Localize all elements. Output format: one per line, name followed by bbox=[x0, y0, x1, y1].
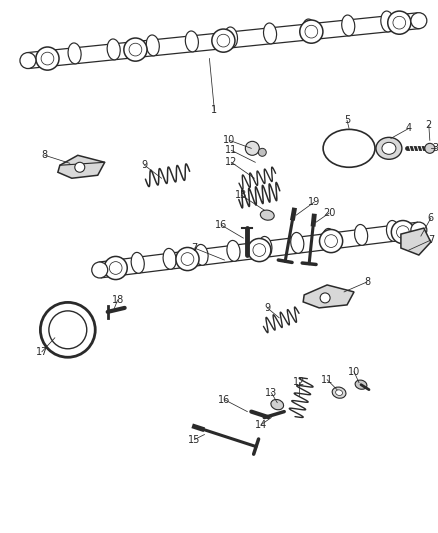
Text: 19: 19 bbox=[308, 197, 320, 207]
Circle shape bbox=[41, 52, 54, 65]
Text: 4: 4 bbox=[406, 123, 412, 133]
Ellipse shape bbox=[342, 15, 355, 36]
Text: 16: 16 bbox=[215, 220, 227, 230]
Circle shape bbox=[300, 20, 323, 43]
Ellipse shape bbox=[49, 311, 87, 349]
Text: 11: 11 bbox=[225, 146, 237, 155]
Text: 8: 8 bbox=[364, 277, 370, 287]
Circle shape bbox=[320, 230, 343, 253]
Polygon shape bbox=[303, 285, 354, 308]
Text: 1: 1 bbox=[212, 106, 218, 116]
Circle shape bbox=[258, 148, 266, 156]
Circle shape bbox=[391, 221, 414, 244]
Circle shape bbox=[248, 238, 271, 262]
Text: 11: 11 bbox=[321, 375, 333, 385]
Circle shape bbox=[305, 25, 318, 38]
Circle shape bbox=[396, 226, 409, 238]
Text: 14: 14 bbox=[255, 419, 268, 430]
Text: 7: 7 bbox=[191, 243, 198, 253]
Circle shape bbox=[217, 34, 230, 47]
Ellipse shape bbox=[381, 11, 394, 32]
Ellipse shape bbox=[224, 27, 237, 48]
Ellipse shape bbox=[425, 143, 435, 154]
Ellipse shape bbox=[382, 142, 396, 155]
Ellipse shape bbox=[271, 399, 283, 410]
Circle shape bbox=[129, 43, 142, 56]
Circle shape bbox=[181, 253, 194, 265]
Ellipse shape bbox=[354, 224, 367, 245]
Text: 12: 12 bbox=[293, 377, 305, 386]
Text: 7: 7 bbox=[427, 235, 434, 245]
Text: 10: 10 bbox=[223, 135, 236, 146]
Circle shape bbox=[245, 141, 259, 155]
Circle shape bbox=[110, 262, 122, 274]
Circle shape bbox=[92, 262, 108, 278]
Ellipse shape bbox=[323, 229, 336, 249]
Ellipse shape bbox=[185, 31, 198, 52]
Ellipse shape bbox=[260, 210, 274, 220]
Circle shape bbox=[212, 29, 235, 52]
Circle shape bbox=[320, 293, 330, 303]
Circle shape bbox=[411, 222, 427, 238]
Ellipse shape bbox=[259, 237, 272, 257]
Circle shape bbox=[36, 47, 59, 70]
Ellipse shape bbox=[303, 19, 316, 40]
Text: 16: 16 bbox=[218, 394, 230, 405]
Ellipse shape bbox=[227, 240, 240, 261]
Circle shape bbox=[176, 247, 199, 271]
Text: 17: 17 bbox=[36, 347, 48, 357]
Circle shape bbox=[20, 53, 36, 69]
Ellipse shape bbox=[323, 130, 375, 167]
Ellipse shape bbox=[163, 248, 176, 269]
Ellipse shape bbox=[355, 380, 367, 389]
Ellipse shape bbox=[376, 138, 402, 159]
Ellipse shape bbox=[336, 390, 343, 395]
Circle shape bbox=[325, 235, 337, 247]
Text: 20: 20 bbox=[323, 208, 335, 218]
Circle shape bbox=[75, 162, 85, 172]
Circle shape bbox=[253, 244, 266, 256]
Ellipse shape bbox=[68, 43, 81, 64]
Ellipse shape bbox=[131, 253, 144, 273]
Text: 6: 6 bbox=[428, 213, 434, 223]
Ellipse shape bbox=[386, 221, 399, 241]
Ellipse shape bbox=[291, 232, 304, 253]
Ellipse shape bbox=[40, 302, 95, 357]
Circle shape bbox=[388, 11, 411, 34]
Polygon shape bbox=[99, 222, 420, 278]
Text: 10: 10 bbox=[348, 367, 360, 377]
Polygon shape bbox=[401, 228, 431, 255]
Text: 15: 15 bbox=[188, 434, 201, 445]
Circle shape bbox=[411, 13, 427, 29]
Polygon shape bbox=[27, 13, 420, 69]
Text: 3: 3 bbox=[433, 143, 438, 154]
Circle shape bbox=[393, 17, 406, 29]
Ellipse shape bbox=[264, 23, 276, 44]
Text: 8: 8 bbox=[42, 150, 48, 160]
Text: 9: 9 bbox=[264, 303, 270, 313]
Text: 13: 13 bbox=[265, 387, 277, 398]
Ellipse shape bbox=[195, 245, 208, 265]
Ellipse shape bbox=[332, 387, 346, 398]
Ellipse shape bbox=[107, 39, 120, 60]
Text: 12: 12 bbox=[225, 157, 237, 167]
Circle shape bbox=[124, 38, 147, 61]
Text: 2: 2 bbox=[426, 120, 432, 131]
Circle shape bbox=[104, 256, 127, 280]
Text: 18: 18 bbox=[112, 295, 124, 305]
Ellipse shape bbox=[146, 35, 159, 56]
Text: 5: 5 bbox=[344, 116, 350, 125]
Text: 9: 9 bbox=[141, 160, 148, 170]
Polygon shape bbox=[58, 155, 105, 178]
Text: 13: 13 bbox=[235, 190, 247, 200]
